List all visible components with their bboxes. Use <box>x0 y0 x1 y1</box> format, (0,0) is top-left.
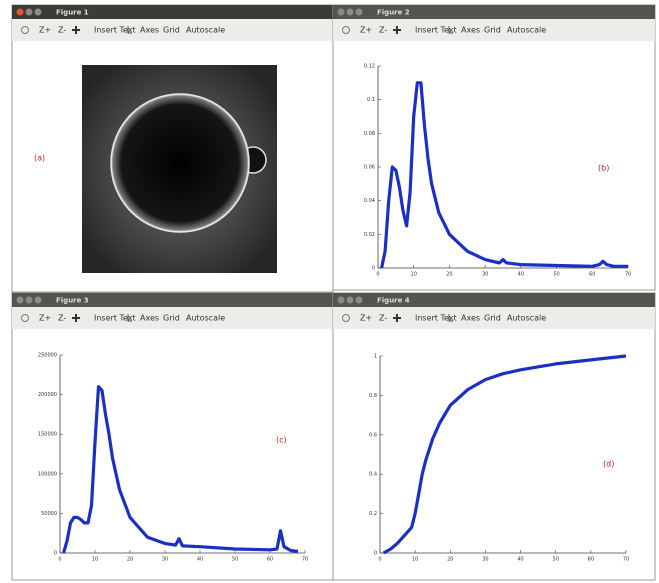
y-tick-label: 150000 <box>38 432 57 438</box>
window-button[interactable] <box>35 9 42 16</box>
x-tick-label: 50 <box>232 557 238 563</box>
panel-label: (a) <box>34 154 45 163</box>
x-tick-label: 70 <box>623 557 629 563</box>
window-button[interactable] <box>347 297 354 304</box>
toolbar-button[interactable]: Z+ <box>360 314 372 323</box>
window-title: Figure 3 <box>56 297 89 305</box>
y-tick-label: 50000 <box>41 511 57 517</box>
y-tick-label: 0.08 <box>364 131 375 137</box>
annotation: (b) <box>598 164 609 173</box>
x-tick-label: 60 <box>267 557 273 563</box>
toolbar-button[interactable]: Grid <box>484 26 501 35</box>
image-panel <box>82 65 277 273</box>
toolbar-button[interactable]: Axes <box>461 314 480 323</box>
toolbar-button[interactable]: Insert Text <box>415 26 457 35</box>
window-button[interactable] <box>26 9 33 16</box>
toolbar-button[interactable]: Grid <box>163 314 180 323</box>
toolbar-button[interactable]: Grid <box>163 26 180 35</box>
x-tick-label: 70 <box>625 272 631 278</box>
toolbar-button[interactable]: Z+ <box>39 26 51 35</box>
x-tick-label: 40 <box>517 557 523 563</box>
y-tick-label: 0.2 <box>369 511 377 517</box>
y-tick-label: 250000 <box>38 353 57 359</box>
window-button[interactable] <box>26 297 33 304</box>
window-button[interactable] <box>338 297 345 304</box>
y-tick-label: 0.04 <box>364 198 375 204</box>
x-tick-label: 10 <box>92 557 98 563</box>
toolbar-button[interactable]: Insert Text <box>415 314 457 323</box>
x-tick-label: 0 <box>58 557 61 563</box>
y-tick-label: 0.1 <box>367 97 375 103</box>
x-tick-label: 30 <box>482 557 488 563</box>
window-button[interactable] <box>17 9 24 16</box>
y-tick-label: 200000 <box>38 392 57 398</box>
y-tick-label: 1 <box>374 354 377 360</box>
toolbar-button[interactable]: Z- <box>58 314 66 323</box>
x-tick-label: 40 <box>518 272 524 278</box>
y-tick-label: 0 <box>374 551 377 557</box>
y-tick-label: 0.06 <box>364 165 375 171</box>
x-tick-label: 0 <box>376 272 379 278</box>
window-title: Figure 4 <box>377 297 410 305</box>
annotation: (c) <box>276 436 287 445</box>
toolbar-button[interactable]: Insert Text <box>94 26 136 35</box>
x-tick-label: 20 <box>447 557 453 563</box>
window-button[interactable] <box>347 9 354 16</box>
window-button[interactable] <box>35 297 42 304</box>
toolbar-button[interactable]: Z- <box>379 26 387 35</box>
window <box>333 293 655 580</box>
x-tick-label: 10 <box>411 272 417 278</box>
x-tick-label: 10 <box>412 557 418 563</box>
toolbar-button[interactable]: Z+ <box>360 26 372 35</box>
window-title: Figure 1 <box>56 9 89 17</box>
x-tick-label: 30 <box>482 272 488 278</box>
screen: Figure 1 Z+ Z- Insert Text Axes Grid Autoscale… <box>0 0 659 583</box>
x-tick-label: 60 <box>588 557 594 563</box>
window-title: Figure 2 <box>377 9 410 17</box>
toolbar-button[interactable]: Autoscale <box>186 314 225 323</box>
toolbar-button[interactable]: Autoscale <box>507 314 546 323</box>
toolbar-button[interactable]: Autoscale <box>186 26 225 35</box>
x-tick-label: 30 <box>162 557 168 563</box>
toolbar-button[interactable]: Z- <box>379 314 387 323</box>
toolbar-button[interactable]: Autoscale <box>507 26 546 35</box>
x-tick-label: 20 <box>446 272 452 278</box>
x-tick-label: 60 <box>589 272 595 278</box>
x-tick-label: 40 <box>197 557 203 563</box>
image-disc <box>111 94 249 232</box>
window-button[interactable] <box>356 9 363 16</box>
toolbar-button[interactable]: Axes <box>140 314 159 323</box>
window-button[interactable] <box>356 297 363 304</box>
window-button[interactable] <box>17 297 24 304</box>
annotation: (d) <box>603 460 614 469</box>
x-tick-label: 0 <box>378 557 381 563</box>
y-tick-label: 0 <box>54 551 57 557</box>
toolbar-button[interactable]: Z+ <box>39 314 51 323</box>
y-tick-label: 0.6 <box>369 432 377 438</box>
y-tick-label: 0.02 <box>364 232 375 238</box>
y-tick-label: 100000 <box>38 471 57 477</box>
x-tick-label: 50 <box>553 557 559 563</box>
toolbar-button[interactable]: Grid <box>484 314 501 323</box>
y-tick-label: 0 <box>372 266 375 272</box>
y-tick-label: 0.4 <box>369 472 377 478</box>
window <box>333 5 655 290</box>
toolbar-button[interactable]: Axes <box>461 26 480 35</box>
y-tick-label: 0.8 <box>369 393 377 399</box>
y-tick-label: 0.12 <box>364 64 375 70</box>
window-button[interactable] <box>338 9 345 16</box>
toolbar-button[interactable]: Z- <box>58 26 66 35</box>
x-tick-label: 70 <box>302 557 308 563</box>
toolbar-button[interactable]: Insert Text <box>94 314 136 323</box>
x-tick-label: 20 <box>127 557 133 563</box>
toolbar-button[interactable]: Axes <box>140 26 159 35</box>
x-tick-label: 50 <box>553 272 559 278</box>
